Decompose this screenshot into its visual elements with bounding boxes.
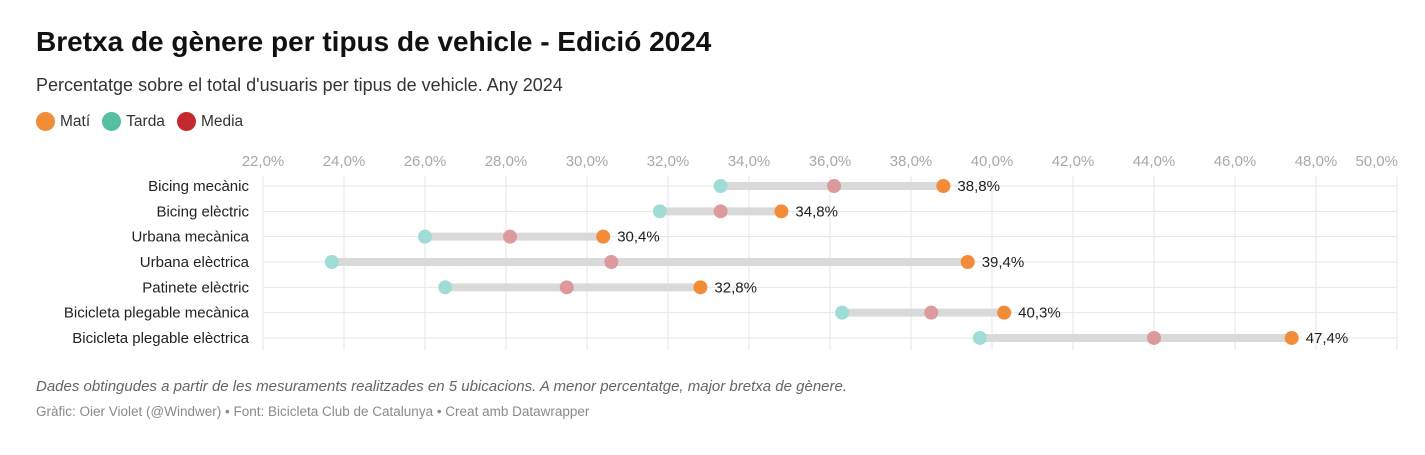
- chart-subtitle: Percentatge sobre el total d'usuaris per…: [36, 75, 563, 95]
- dot-media: [827, 179, 842, 193]
- dot-tarda: [438, 280, 453, 295]
- category-label: Urbana mecànica: [131, 229, 249, 246]
- x-tick-label: 32,0%: [647, 153, 690, 170]
- x-tick-label: 24,0%: [323, 153, 366, 170]
- dot-tarda: [324, 254, 339, 269]
- x-tick-label: 34,0%: [728, 153, 771, 170]
- legend-label-media: Media: [200, 112, 244, 130]
- value-label: 40,3%: [1018, 305, 1061, 322]
- legend-item-mati: Matí: [36, 112, 90, 131]
- x-tick-label: 28,0%: [485, 153, 528, 170]
- x-tick-label: 22,0%: [242, 153, 285, 170]
- legend-dot-tarda: [102, 112, 122, 131]
- category-label: Bicicleta plegable elèctrica: [72, 330, 249, 347]
- dot-mati: [596, 229, 611, 244]
- x-tick-label: 48,0%: [1295, 153, 1338, 170]
- value-label: 32,8%: [714, 279, 757, 296]
- dot-media: [1147, 330, 1161, 345]
- dot-tarda: [652, 204, 667, 219]
- dot-tarda: [972, 330, 987, 345]
- dot-mati: [1284, 330, 1299, 345]
- dot-media: [604, 254, 619, 269]
- category-label: Bicicleta plegable mecànica: [64, 305, 250, 322]
- dot-media: [924, 305, 939, 320]
- dot-range-chart: 22,0% 24,0% 26,0% 28,0% 30,0% 32,0% 34,0% 36,0%…: [64, 153, 1398, 350]
- chart-legend: Matí Tarda Media: [36, 112, 243, 131]
- dot-mati: [774, 204, 789, 219]
- x-tick-label: 26,0%: [404, 153, 447, 170]
- dot-mati: [997, 305, 1012, 320]
- category-label: Urbana elèctrica: [140, 254, 250, 271]
- x-tick-label: 30,0%: [566, 153, 609, 170]
- x-tick-label: 38,0%: [890, 153, 933, 170]
- category-label: Bicing elèctric: [156, 203, 249, 220]
- x-tick-label: 46,0%: [1214, 153, 1257, 170]
- chart-title: Bretxa de gènere per tipus de vehicle - …: [36, 26, 712, 57]
- dot-media: [559, 280, 574, 295]
- value-label: 47,4%: [1306, 330, 1349, 347]
- category-label: Bicing mecànic: [148, 178, 249, 195]
- x-tick-label: 50,0%: [1355, 153, 1398, 170]
- legend-dot-media: [176, 112, 196, 131]
- category-label: Patinete elèctric: [142, 279, 249, 296]
- dot-media: [713, 204, 728, 219]
- legend-label-mati: Matí: [60, 112, 91, 130]
- value-label: 34,8%: [795, 203, 838, 220]
- x-tick-label: 44,0%: [1133, 153, 1176, 170]
- legend-label-tarda: Tarda: [126, 112, 165, 130]
- dot-tarda: [418, 229, 432, 244]
- chart-source: Gràfic: Oier Violet (@Windwer) • Font: B…: [36, 404, 590, 419]
- dot-mati: [936, 179, 951, 193]
- dot-tarda: [713, 179, 728, 193]
- dot-media: [503, 229, 518, 244]
- x-tick-label: 42,0%: [1052, 153, 1095, 170]
- x-tick-label: 40,0%: [971, 153, 1014, 170]
- legend-item-tarda: Tarda: [102, 112, 165, 131]
- chart-note: Dades obtingudes a partir de les mesuram…: [36, 378, 848, 395]
- x-tick-label: 36,0%: [809, 153, 852, 170]
- dot-tarda: [835, 305, 850, 320]
- value-label: 30,4%: [617, 229, 660, 246]
- value-label: 39,4%: [982, 254, 1025, 271]
- legend-dot-mati: [36, 112, 55, 131]
- dot-mati: [960, 254, 975, 269]
- value-label: 38,8%: [957, 178, 1000, 195]
- legend-item-media: Media: [176, 112, 244, 131]
- dot-mati: [693, 280, 708, 295]
